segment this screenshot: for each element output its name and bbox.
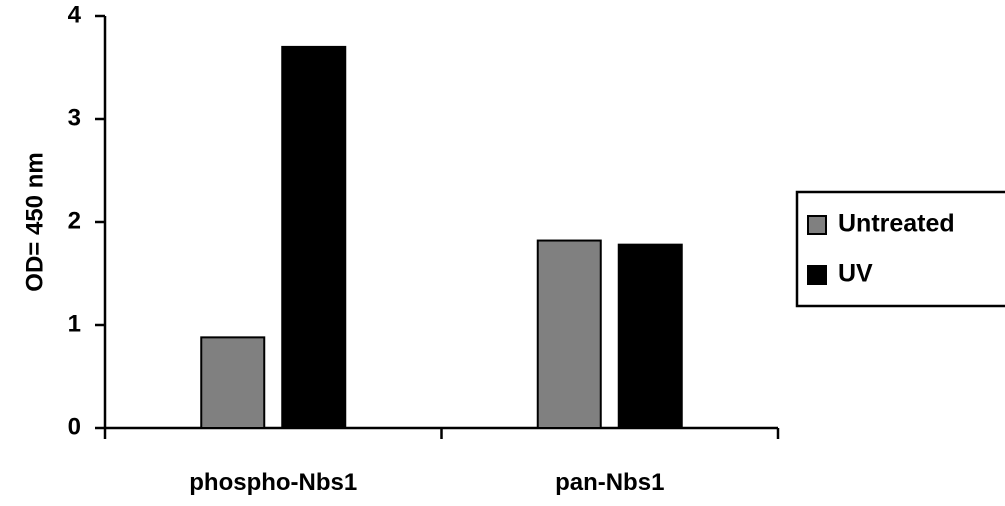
legend-box xyxy=(795,190,1005,308)
y-tick-label: 1 xyxy=(68,310,81,337)
plot-area: 0 1 2 3 4 phospho-Nbs1 pan-Nbs1 xyxy=(68,1,780,496)
y-tick-label: 2 xyxy=(68,207,81,234)
legend: Untreated UV xyxy=(795,190,1005,308)
bars xyxy=(200,45,683,430)
bar-uv-0 xyxy=(281,45,347,430)
y-tick-label: 3 xyxy=(68,104,81,131)
bar-uv-1 xyxy=(617,243,683,429)
legend-label: Untreated xyxy=(838,210,955,238)
bar-untreated-0 xyxy=(200,336,266,429)
x-ticks xyxy=(103,428,780,439)
y-axis-title: OD= 450 nm xyxy=(21,152,48,291)
legend-label: UV xyxy=(838,260,873,288)
category-label: phospho-Nbs1 xyxy=(189,469,357,496)
category-label: pan-Nbs1 xyxy=(555,469,664,496)
y-tick-label: 0 xyxy=(68,413,81,440)
bar-untreated-1 xyxy=(536,239,602,429)
legend-swatch-untreated xyxy=(807,215,827,235)
y-ticks: 0 1 2 3 4 xyxy=(68,1,105,440)
category-labels: phospho-Nbs1 pan-Nbs1 xyxy=(189,469,664,496)
y-tick-label: 4 xyxy=(68,1,82,28)
legend-swatch-uv xyxy=(807,265,827,285)
